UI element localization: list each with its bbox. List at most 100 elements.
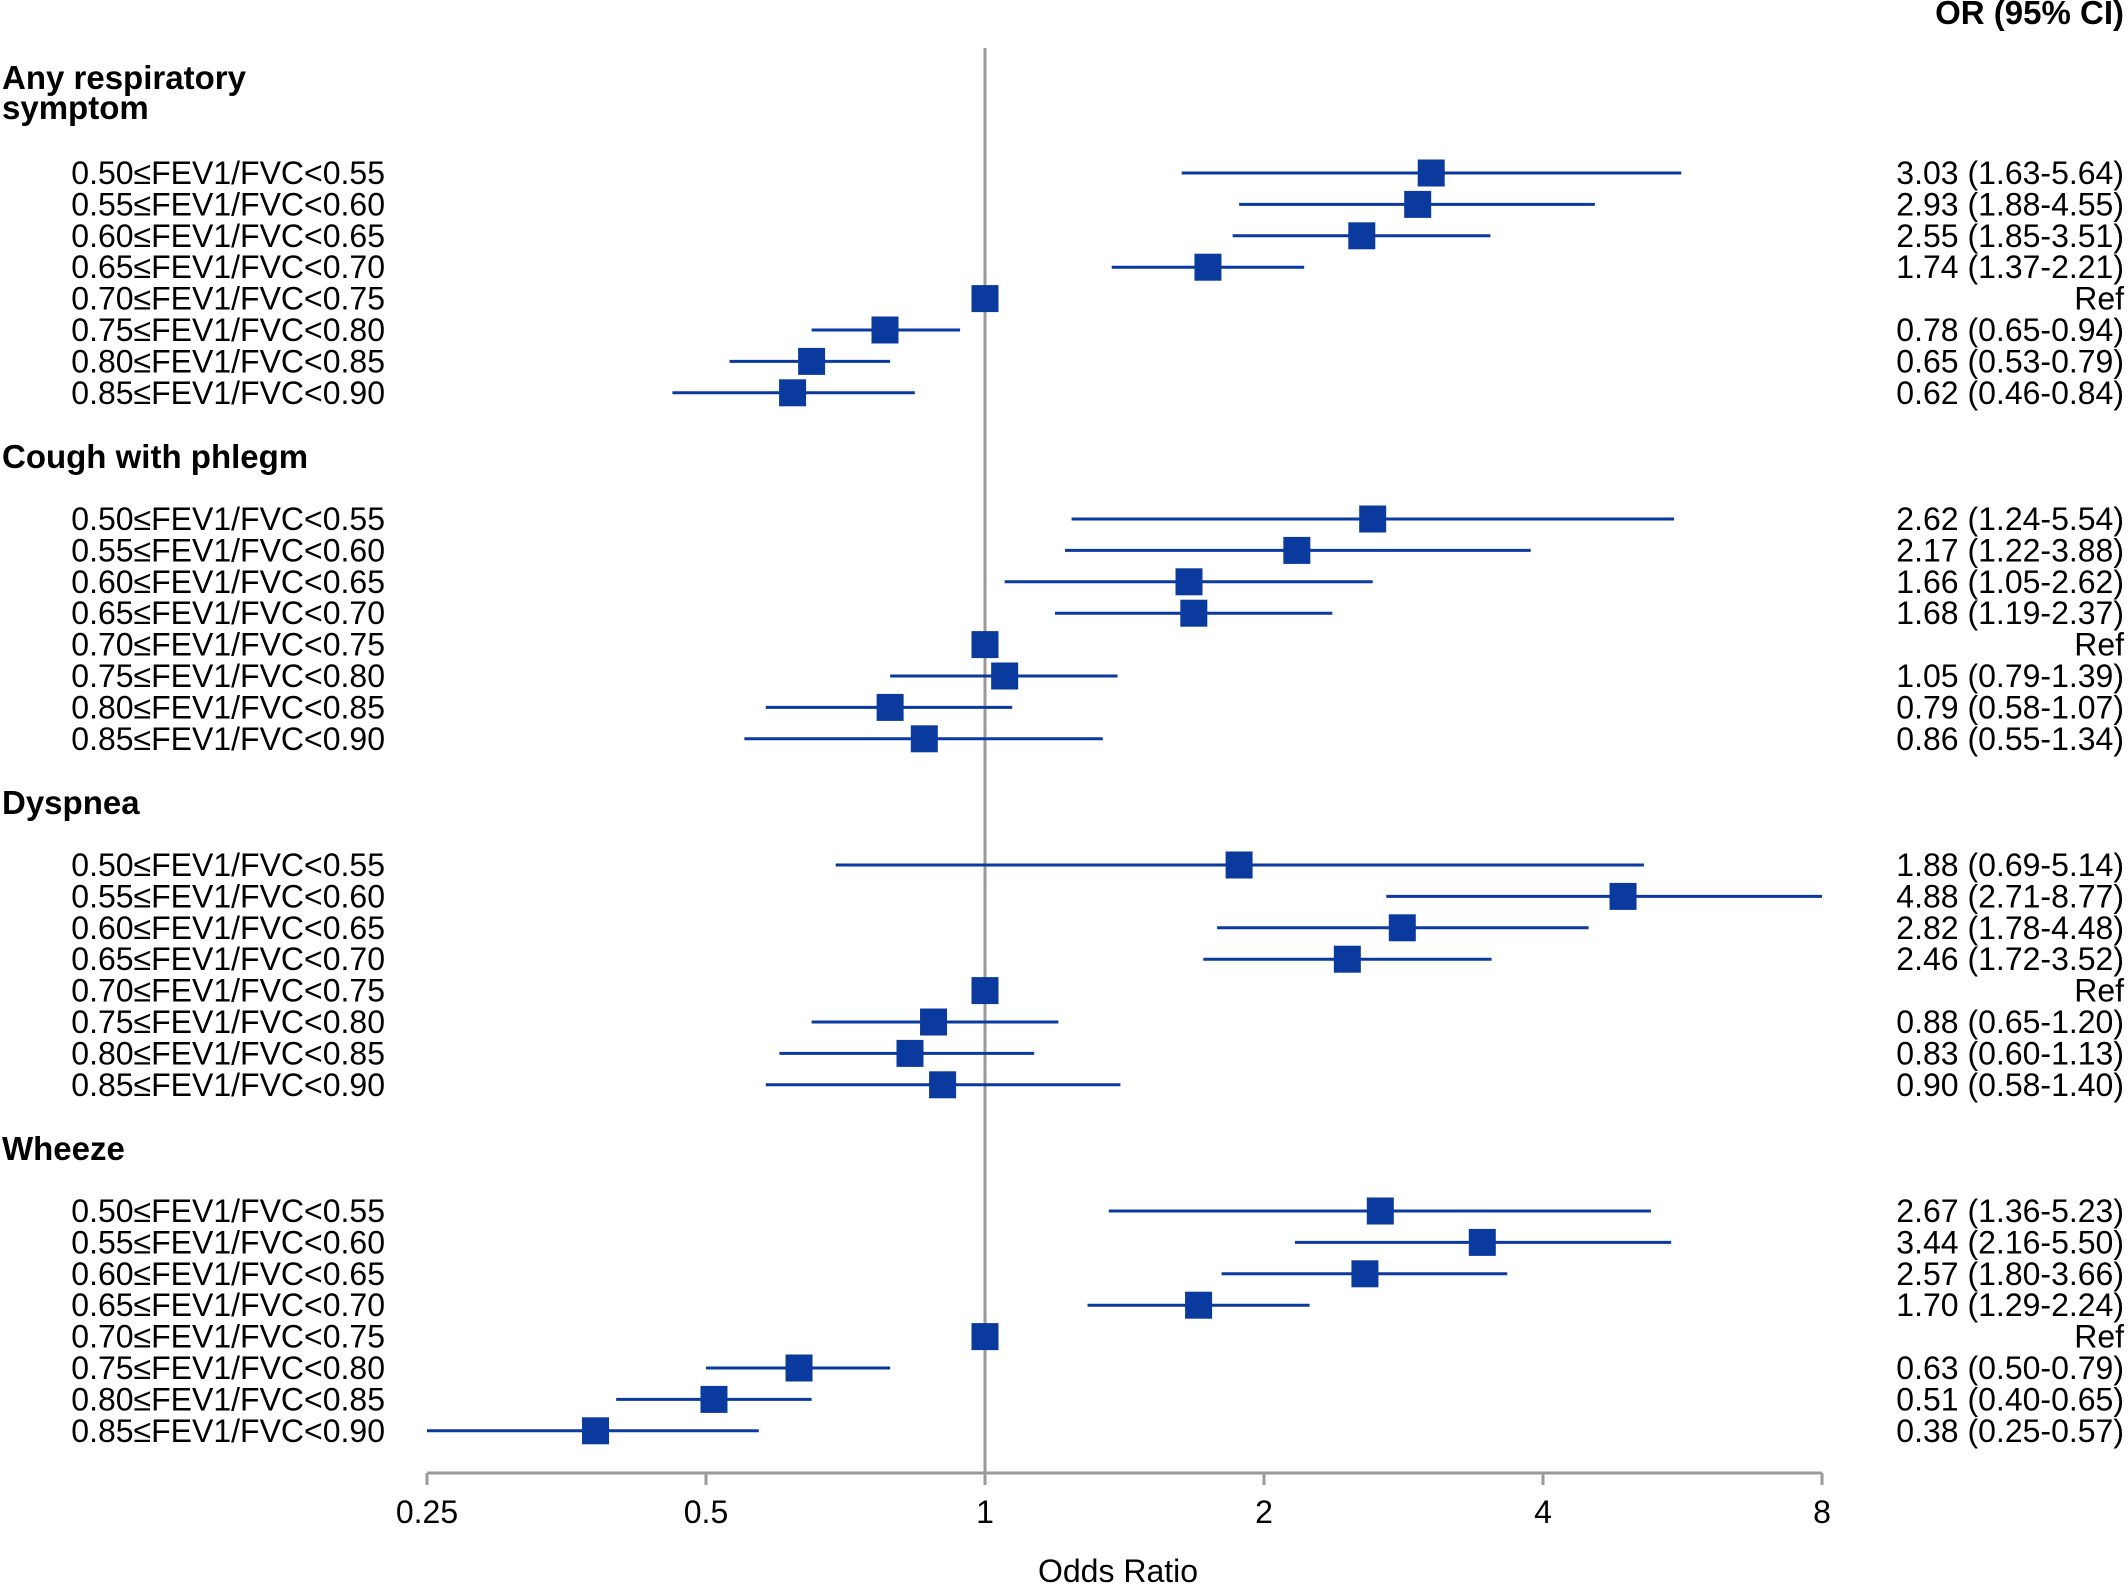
or-ci-text: 0.65 (0.53-0.79)	[1896, 343, 2124, 379]
forest-row: 0.70≤FEV1/FVC<0.75 Ref	[71, 281, 2124, 317]
row-label: 0.60≤FEV1/FVC<0.65	[71, 564, 385, 600]
or-marker	[1404, 190, 1432, 218]
or-marker	[1348, 222, 1376, 250]
x-axis-title: Odds Ratio	[1038, 1553, 1198, 1589]
row-label: 0.85≤FEV1/FVC<0.90	[71, 375, 385, 411]
or-marker	[1333, 945, 1361, 973]
or-marker	[1468, 1228, 1496, 1256]
or-marker	[971, 285, 999, 313]
or-marker	[1417, 159, 1445, 187]
or-marker	[1359, 505, 1387, 533]
forest-row: 0.55≤FEV1/FVC<0.60 2.17 (1.22-3.88)	[71, 532, 2124, 568]
row-label: 0.85≤FEV1/FVC<0.90	[71, 721, 385, 757]
or-marker	[785, 1354, 813, 1382]
forest-row: 0.85≤FEV1/FVC<0.90 0.38 (0.25-0.57)	[71, 1413, 2124, 1449]
row-label: 0.50≤FEV1/FVC<0.55	[71, 1193, 385, 1229]
or-ci-text: 0.51 (0.40-0.65)	[1896, 1381, 2124, 1417]
row-label: 0.75≤FEV1/FVC<0.80	[71, 658, 385, 694]
or-ci-text: Ref	[2074, 973, 2124, 1009]
group-2: Cough with phlegm 0.50≤FEV1/FVC<0.55 2.62 …	[2, 438, 2124, 757]
or-ci-text: 2.17 (1.22-3.88)	[1896, 532, 2124, 568]
or-marker	[1175, 568, 1203, 596]
x-tick-label: 4	[1534, 1494, 1552, 1530]
forest-row: 0.75≤FEV1/FVC<0.80 1.05 (0.79-1.39)	[71, 658, 2124, 694]
row-label: 0.85≤FEV1/FVC<0.90	[71, 1067, 385, 1103]
forest-row: 0.70≤FEV1/FVC<0.75 Ref	[71, 627, 2124, 663]
group-title: Any respiratory	[2, 59, 247, 96]
or-marker	[920, 1008, 948, 1036]
forest-row: 0.65≤FEV1/FVC<0.70 2.46 (1.72-3.52)	[71, 941, 2124, 977]
or-ci-text: Ref	[2074, 627, 2124, 663]
or-marker	[1283, 536, 1311, 564]
forest-row: 0.75≤FEV1/FVC<0.80 0.63 (0.50-0.79)	[71, 1350, 2124, 1386]
group-title: Cough with phlegm	[2, 438, 308, 475]
x-tick-label: 1	[976, 1494, 994, 1530]
column-header: OR (95% CI)	[1935, 0, 2124, 31]
forest-row: 0.80≤FEV1/FVC<0.85 0.83 (0.60-1.13)	[71, 1035, 2124, 1071]
row-label: 0.55≤FEV1/FVC<0.60	[71, 1224, 385, 1260]
row-label: 0.55≤FEV1/FVC<0.60	[71, 878, 385, 914]
or-ci-text: 0.63 (0.50-0.79)	[1896, 1350, 2124, 1386]
forest-row: 0.75≤FEV1/FVC<0.80 0.88 (0.65-1.20)	[71, 1004, 2124, 1040]
row-label: 0.75≤FEV1/FVC<0.80	[71, 1004, 385, 1040]
forest-row: 0.60≤FEV1/FVC<0.65 1.66 (1.05-2.62)	[71, 564, 2124, 600]
or-ci-text: 2.82 (1.78-4.48)	[1896, 910, 2124, 946]
or-marker	[779, 379, 807, 407]
or-marker	[896, 1039, 924, 1067]
x-ticks: 0.25 0.5 1 2 4 8	[396, 1473, 1831, 1530]
forest-row: 0.55≤FEV1/FVC<0.60 4.88 (2.71-8.77)	[71, 878, 2124, 914]
or-ci-text: Ref	[2074, 1319, 2124, 1355]
or-marker	[991, 662, 1019, 690]
row-label: 0.70≤FEV1/FVC<0.75	[71, 973, 385, 1009]
or-ci-text: 1.66 (1.05-2.62)	[1896, 564, 2124, 600]
row-label: 0.70≤FEV1/FVC<0.75	[71, 627, 385, 663]
or-marker	[929, 1071, 957, 1099]
x-tick-label: 0.5	[684, 1494, 728, 1530]
row-label: 0.80≤FEV1/FVC<0.85	[71, 1035, 385, 1071]
forest-row: 0.50≤FEV1/FVC<0.55 2.67 (1.36-5.23)	[71, 1193, 2124, 1229]
forest-row: 0.70≤FEV1/FVC<0.75 Ref	[71, 973, 2124, 1009]
group-3: Dyspnea 0.50≤FEV1/FVC<0.55 1.88 (0.69-5.14…	[2, 784, 2124, 1103]
forest-row: 0.65≤FEV1/FVC<0.70 1.74 (1.37-2.21)	[71, 249, 2124, 285]
or-ci-text: 2.55 (1.85-3.51)	[1896, 218, 2124, 254]
row-label: 0.50≤FEV1/FVC<0.55	[71, 847, 385, 883]
row-label: 0.75≤FEV1/FVC<0.80	[71, 1350, 385, 1386]
or-marker	[1609, 882, 1637, 910]
or-ci-text: 2.62 (1.24-5.54)	[1896, 501, 2124, 537]
or-ci-text: 0.88 (0.65-1.20)	[1896, 1004, 2124, 1040]
x-tick-label: 2	[1255, 1494, 1273, 1530]
x-axis: 0.25 0.5 1 2 4 8	[396, 1471, 1831, 1530]
or-marker	[1194, 253, 1222, 281]
forest-row: 0.80≤FEV1/FVC<0.85 0.65 (0.53-0.79)	[71, 343, 2124, 379]
or-ci-text: 1.68 (1.19-2.37)	[1896, 595, 2124, 631]
row-label: 0.80≤FEV1/FVC<0.85	[71, 689, 385, 725]
x-tick-label: 8	[1813, 1494, 1831, 1530]
or-marker	[798, 347, 826, 375]
or-ci-text: 2.93 (1.88-4.55)	[1896, 186, 2124, 222]
or-marker	[871, 316, 899, 344]
or-ci-text: 0.90 (0.58-1.40)	[1896, 1067, 2124, 1103]
or-marker	[700, 1385, 728, 1413]
or-marker	[582, 1417, 610, 1445]
row-label: 0.70≤FEV1/FVC<0.75	[71, 281, 385, 317]
or-ci-text: 0.79 (0.58-1.07)	[1896, 689, 2124, 725]
or-ci-text: 1.88 (0.69-5.14)	[1896, 847, 2124, 883]
forest-row: 0.85≤FEV1/FVC<0.90 0.86 (0.55-1.34)	[71, 721, 2124, 757]
row-label: 0.60≤FEV1/FVC<0.65	[71, 1256, 385, 1292]
row-label: 0.65≤FEV1/FVC<0.70	[71, 249, 385, 285]
or-marker	[971, 631, 999, 659]
forest-row: 0.80≤FEV1/FVC<0.85 0.51 (0.40-0.65)	[71, 1381, 2124, 1417]
forest-row: 0.60≤FEV1/FVC<0.65 2.82 (1.78-4.48)	[71, 910, 2124, 946]
or-marker	[1185, 1291, 1213, 1319]
row-label: 0.80≤FEV1/FVC<0.85	[71, 1381, 385, 1417]
group-title: Dyspnea	[2, 784, 140, 821]
or-marker	[1225, 851, 1253, 879]
row-label: 0.80≤FEV1/FVC<0.85	[71, 343, 385, 379]
or-marker	[1351, 1260, 1379, 1288]
forest-row: 0.50≤FEV1/FVC<0.55 3.03 (1.63-5.64)	[71, 155, 2124, 191]
forest-row: 0.80≤FEV1/FVC<0.85 0.79 (0.58-1.07)	[71, 689, 2124, 725]
